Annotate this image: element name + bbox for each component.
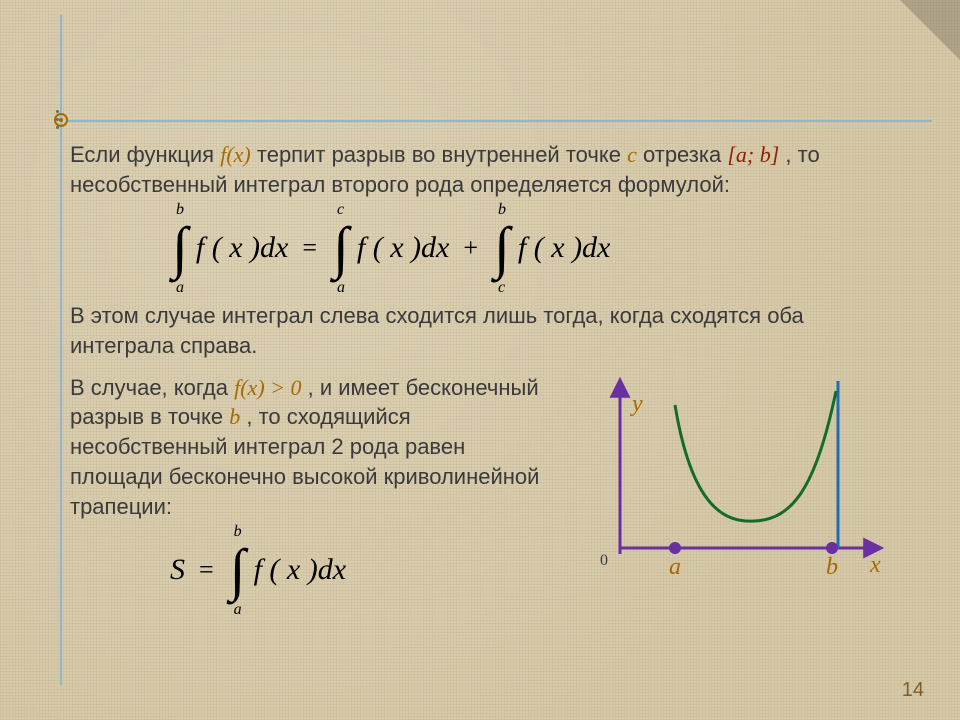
- chart-container: y x a b 0: [580, 373, 890, 593]
- c-symbol: с: [627, 142, 637, 167]
- text: Если функция: [70, 142, 220, 167]
- x-axis-label: x: [870, 552, 881, 579]
- lower-limit: a: [337, 279, 345, 297]
- lower-limit: a: [234, 601, 242, 619]
- integrand: f ( x )dx: [357, 231, 449, 265]
- upper-limit: b: [234, 523, 242, 541]
- integral-r2: b ∫ c: [492, 211, 512, 285]
- integrand: f ( x )dx: [196, 231, 288, 265]
- convergence-paragraph: В этом случае интеграл слева сходится ли…: [70, 301, 890, 360]
- integral-sign-icon: ∫: [170, 222, 190, 274]
- text: отрезка: [643, 142, 727, 167]
- integral-sign-icon: ∫: [492, 222, 512, 274]
- slide: Если функция f(x) терпит разрыв во внутр…: [0, 0, 960, 720]
- area-paragraph: В случае, когда f(x) > 0 , и имеет беско…: [70, 373, 552, 521]
- a-label: a: [669, 554, 681, 581]
- condition-symbol: f(x) > 0: [234, 375, 301, 400]
- upper-limit: b: [176, 201, 184, 219]
- origin-label: 0: [600, 552, 608, 570]
- integral-sign-icon: ∫: [331, 222, 351, 274]
- b-symbol: b: [229, 404, 240, 429]
- b-label: b: [826, 554, 838, 581]
- S-symbol: S: [170, 553, 185, 587]
- lower-limit: c: [498, 279, 505, 297]
- corner-fold: [900, 0, 960, 60]
- equals-sign: =: [294, 233, 325, 263]
- lower-limit: a: [176, 279, 184, 297]
- formula-split-integral: b ∫ a f ( x )dx = c ∫ a f ( x )dx + b ∫ …: [170, 211, 890, 285]
- horizontal-rule: [68, 120, 932, 122]
- integral-sign-icon: ∫: [228, 544, 248, 596]
- upper-limit: b: [498, 201, 506, 219]
- intro-paragraph: Если функция f(x) терпит разрыв во внутр…: [70, 140, 890, 199]
- fx-symbol: f(x): [220, 142, 251, 167]
- upper-limit: c: [337, 201, 344, 219]
- text: терпит разрыв во внутренней точке: [257, 142, 627, 167]
- bullet-marker: [54, 113, 68, 127]
- improper-integral-chart: [580, 373, 890, 593]
- formula-area: S = b ∫ a f ( x )dx: [170, 533, 552, 607]
- page-number: 14: [902, 679, 924, 702]
- plus-sign: +: [455, 233, 486, 263]
- y-axis-label: y: [632, 391, 643, 418]
- text: В случае, когда: [70, 375, 234, 400]
- integral-lhs: b ∫ a: [170, 211, 190, 285]
- equals-sign: =: [191, 555, 222, 585]
- lower-text-column: В случае, когда f(x) > 0 , и имеет беско…: [70, 373, 552, 607]
- integral-r1: c ∫ a: [331, 211, 351, 285]
- integrand: f ( x )dx: [518, 231, 610, 265]
- integral-area: b ∫ a: [228, 533, 248, 607]
- interval-symbol: [a; b]: [727, 142, 779, 167]
- lower-row: В случае, когда f(x) > 0 , и имеет беско…: [70, 373, 890, 607]
- integrand: f ( x )dx: [254, 553, 346, 587]
